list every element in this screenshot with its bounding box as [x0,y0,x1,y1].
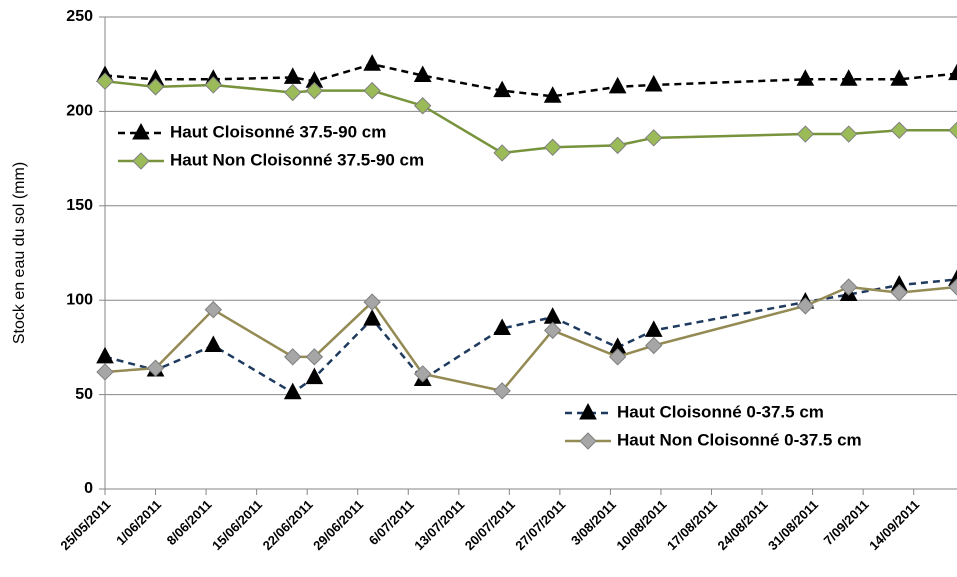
point [645,129,663,147]
point [493,382,511,400]
point [890,121,908,139]
x-tick-label: 3/08/2011 [568,497,619,548]
legend-label: Haut Cloisonné 37.5-90 cm [170,122,386,141]
point [543,86,562,103]
point [204,300,223,319]
x-tick-label: 14/09/2011 [866,497,922,553]
point [796,297,815,315]
point [284,348,302,366]
series-line [104,79,957,155]
point [146,78,165,96]
x-tick-label: 29/06/2011 [310,497,366,553]
x-tick-label: 6/07/2011 [366,497,417,548]
point [796,69,815,86]
series-line [104,285,957,393]
series-line [104,278,957,395]
point [493,144,511,162]
point [283,382,302,400]
series-line [104,62,957,98]
point [363,54,381,71]
legend-marker [132,122,150,140]
point [543,307,562,324]
point [839,69,858,86]
point [363,309,381,326]
point [363,293,381,311]
point [305,81,324,100]
x-tick-label: 10/08/2011 [613,497,669,553]
point [305,348,324,366]
x-tick-label: 8/06/2011 [164,497,215,548]
point [543,321,562,340]
point [284,83,302,102]
point [890,69,909,86]
point [644,320,663,337]
point [608,348,627,366]
x-tick-label: 27/07/2011 [512,497,568,553]
x-tick-label: 17/08/2011 [664,497,720,553]
point [645,336,663,355]
point [413,365,432,383]
y-tick-label: 0 [84,480,93,497]
point [543,138,562,156]
y-axis-label: Stock en eau du sol (mm) [11,162,28,344]
legend-label: Haut Non Cloisonné 0-37.5 cm [617,430,862,449]
y-tick-label: 250 [66,8,93,25]
point [204,76,223,94]
point [96,72,114,90]
point [608,76,627,94]
x-tick-label: 20/07/2011 [462,497,518,553]
point [283,67,302,84]
point [948,278,957,296]
y-tick-label: 200 [66,103,93,120]
point [839,278,858,296]
point [890,283,908,302]
point [413,97,432,115]
point [204,335,223,353]
point [644,74,663,92]
y-tick-label: 100 [66,291,93,308]
point [493,80,511,98]
x-tick-label: 1/06/2011 [113,497,164,548]
x-tick-label: 7/09/2011 [821,497,872,548]
point [839,125,858,143]
point [363,81,381,100]
x-tick-label: 31/08/2011 [765,497,821,553]
point [96,346,114,364]
point [796,125,815,143]
point [305,367,324,385]
x-tick-label: 15/06/2011 [209,497,265,553]
x-tick-label: 13/07/2011 [411,497,467,553]
x-tick-label: 24/08/2011 [714,497,770,553]
point [948,121,957,139]
y-tick-label: 150 [66,197,93,214]
point [96,363,114,381]
legend-marker [132,152,150,170]
point [493,318,511,336]
point [608,136,627,155]
legend-marker [579,432,597,450]
point [413,65,432,83]
point [948,63,957,81]
x-tick-label: 22/06/2011 [260,497,316,553]
y-tick-label: 50 [75,386,93,403]
legend-marker [579,402,597,420]
legend-label: Haut Cloisonné 0-37.5 cm [617,402,824,421]
legend-label: Haut Non Cloisonné 37.5-90 cm [170,150,424,169]
point [146,359,165,377]
x-tick-label: 25/05/2011 [57,497,113,553]
